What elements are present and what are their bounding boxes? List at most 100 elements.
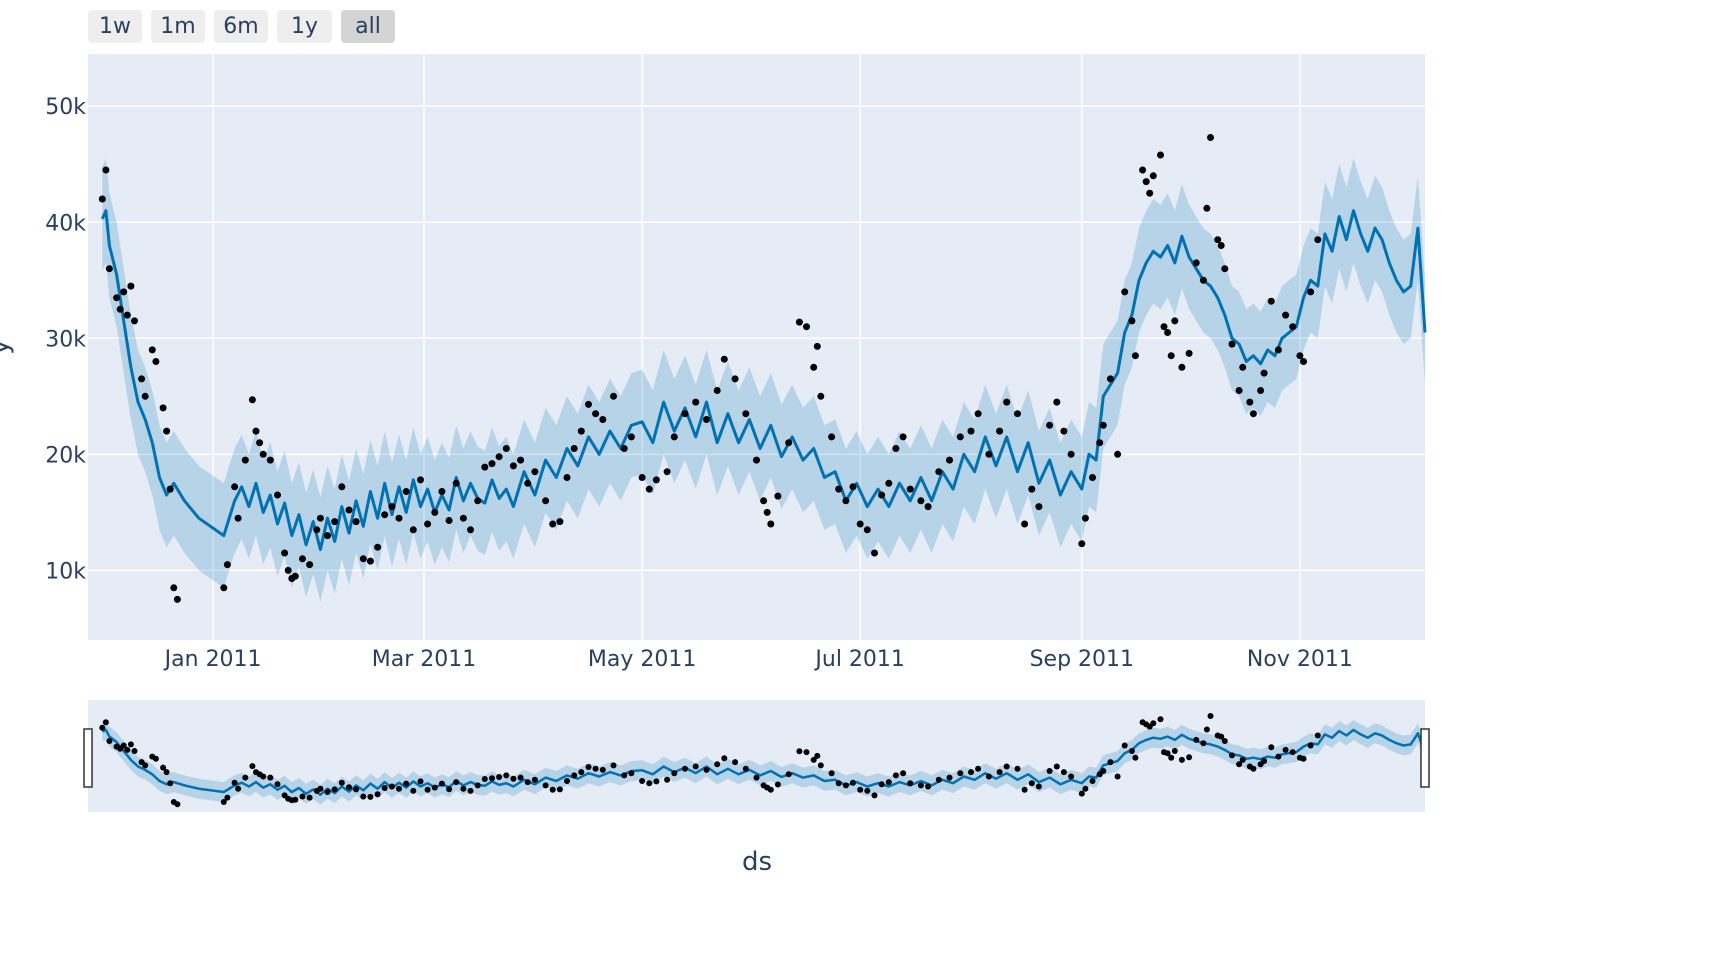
range-slider-handle-right[interactable] bbox=[1420, 728, 1430, 788]
observed-point bbox=[577, 427, 585, 435]
observed-point bbox=[1260, 369, 1268, 377]
observed-point bbox=[438, 780, 445, 787]
observed-point bbox=[173, 595, 181, 603]
y-tick-label: 10k bbox=[45, 559, 86, 584]
observed-point bbox=[1171, 317, 1179, 325]
observed-point bbox=[946, 456, 953, 464]
observed-point bbox=[652, 476, 660, 484]
observed-point bbox=[374, 543, 382, 551]
observed-point bbox=[1307, 742, 1314, 749]
observed-point bbox=[1203, 204, 1211, 212]
observed-point bbox=[731, 375, 739, 383]
observed-point bbox=[774, 781, 781, 788]
observed-point bbox=[102, 719, 109, 726]
observed-point bbox=[313, 526, 321, 534]
observed-point bbox=[917, 497, 925, 505]
observed-point bbox=[374, 791, 381, 798]
observed-point bbox=[1053, 398, 1061, 406]
observed-point bbox=[381, 511, 389, 519]
observed-point bbox=[985, 773, 992, 780]
observed-point bbox=[131, 748, 138, 754]
observed-point bbox=[1078, 790, 1085, 797]
observed-point bbox=[409, 526, 417, 534]
observed-point bbox=[935, 468, 943, 476]
observed-point bbox=[967, 427, 975, 435]
observed-point bbox=[1249, 410, 1257, 418]
observed-point bbox=[1171, 748, 1178, 754]
observed-point bbox=[292, 796, 299, 803]
observed-point bbox=[1289, 749, 1296, 756]
observed-point bbox=[367, 793, 374, 800]
observed-point bbox=[1239, 363, 1247, 371]
observed-point bbox=[324, 789, 331, 795]
observed-point bbox=[259, 450, 267, 458]
observed-point bbox=[163, 427, 171, 435]
observed-point bbox=[316, 514, 324, 522]
observed-point bbox=[1003, 398, 1011, 406]
observed-point bbox=[1089, 474, 1096, 481]
observed-point bbox=[331, 786, 338, 793]
observed-point bbox=[1207, 713, 1214, 719]
observed-point bbox=[638, 474, 646, 481]
x-tick-label: Nov 2011 bbox=[1247, 647, 1353, 672]
observed-point bbox=[353, 786, 360, 793]
observed-point bbox=[467, 787, 474, 794]
observed-point bbox=[1221, 738, 1228, 744]
observed-point bbox=[152, 755, 159, 762]
observed-point bbox=[692, 398, 700, 406]
observed-point bbox=[1067, 450, 1075, 458]
observed-point bbox=[127, 741, 134, 748]
observed-point bbox=[267, 774, 274, 781]
observed-point bbox=[274, 491, 281, 499]
observed-point bbox=[98, 195, 106, 203]
observed-point bbox=[1142, 178, 1150, 186]
observed-point bbox=[556, 786, 563, 793]
observed-point bbox=[360, 793, 367, 800]
observed-point bbox=[338, 483, 346, 491]
observed-point bbox=[610, 762, 617, 769]
observed-point bbox=[402, 488, 410, 495]
observed-point bbox=[123, 311, 131, 319]
range-button-6m[interactable]: 6m bbox=[214, 10, 268, 43]
observed-point bbox=[1168, 754, 1175, 761]
observed-point bbox=[231, 779, 238, 786]
observed-point bbox=[1236, 761, 1243, 768]
observed-point bbox=[810, 756, 817, 763]
range-button-1w[interactable]: 1w bbox=[88, 10, 142, 43]
x-axis-title: ds bbox=[742, 847, 772, 877]
range-button-1y[interactable]: 1y bbox=[277, 10, 332, 43]
range-slider[interactable] bbox=[83, 700, 1430, 812]
observed-point bbox=[892, 772, 899, 779]
observed-point bbox=[410, 787, 417, 794]
observed-point bbox=[424, 786, 431, 793]
main-plot-area[interactable] bbox=[88, 54, 1427, 640]
observed-point bbox=[1217, 242, 1225, 249]
observed-point bbox=[1186, 754, 1193, 761]
observed-point bbox=[1167, 352, 1175, 360]
observed-point bbox=[899, 433, 907, 441]
observed-point bbox=[131, 317, 138, 325]
observed-point bbox=[610, 392, 617, 400]
observed-point bbox=[760, 497, 768, 505]
observed-point bbox=[670, 433, 678, 441]
observed-point bbox=[592, 410, 600, 418]
observed-point bbox=[256, 439, 264, 447]
observed-point bbox=[346, 784, 352, 791]
observed-point bbox=[885, 779, 892, 786]
observed-point bbox=[141, 392, 149, 400]
range-button-1m[interactable]: 1m bbox=[151, 10, 205, 43]
observed-point bbox=[1150, 720, 1157, 727]
range-slider-handle-left[interactable] bbox=[83, 728, 93, 788]
observed-point bbox=[542, 497, 550, 505]
observed-point bbox=[252, 427, 260, 435]
observed-point bbox=[556, 518, 564, 526]
observed-point bbox=[1267, 297, 1275, 305]
observed-point bbox=[592, 765, 599, 772]
observed-point bbox=[767, 520, 775, 528]
observed-point bbox=[113, 294, 121, 302]
observed-point bbox=[445, 517, 453, 524]
range-button-all[interactable]: all bbox=[341, 10, 395, 43]
observed-point bbox=[1239, 756, 1246, 763]
observed-point bbox=[359, 555, 367, 563]
observed-point bbox=[460, 785, 467, 792]
